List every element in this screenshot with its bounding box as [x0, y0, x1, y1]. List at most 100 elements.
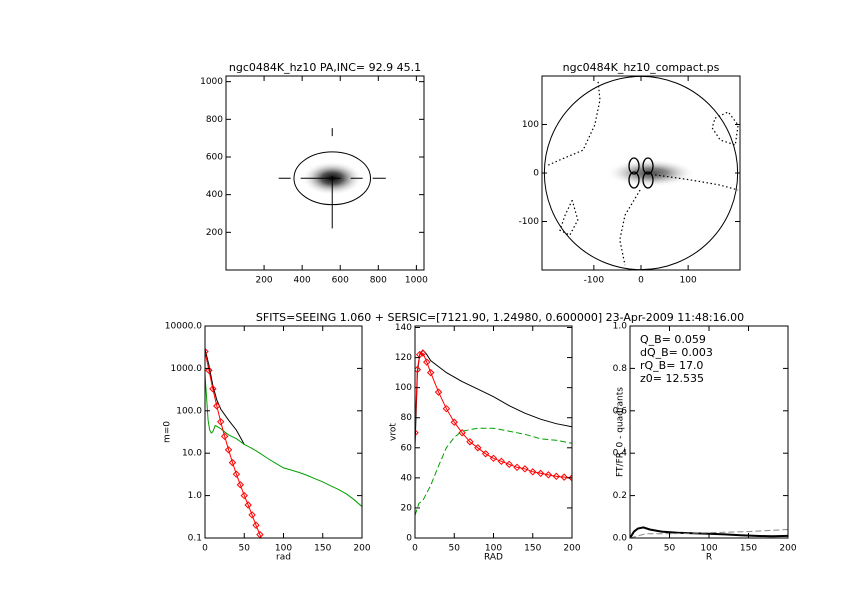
x-tick-label: 200 — [255, 276, 272, 286]
marker — [220, 432, 229, 441]
marker — [481, 450, 490, 458]
x-tick-label: 0 — [202, 544, 208, 554]
x-tick-label: 600 — [332, 276, 349, 286]
y-tick-label: 0.6 — [613, 406, 628, 416]
x-tick-label: 800 — [370, 276, 387, 286]
marker — [205, 347, 209, 356]
y-tick-label: 40 — [401, 473, 413, 483]
y-tick-label: 200 — [206, 228, 223, 238]
y-tick-label: 0.8 — [613, 364, 628, 374]
marker — [497, 457, 506, 466]
marker — [544, 471, 553, 479]
y-tick-label: 1000.0 — [171, 364, 203, 374]
marker — [474, 444, 482, 452]
marker — [458, 429, 466, 437]
marker — [560, 473, 568, 481]
marker — [568, 474, 572, 482]
x-tick-label: 150 — [524, 544, 541, 554]
marker — [434, 388, 443, 396]
marker — [423, 358, 431, 366]
x-tick-label: 0 — [627, 544, 633, 554]
y-tick-label: 100 — [395, 383, 412, 393]
y-tick-label: 1.0 — [613, 322, 628, 332]
y-tick-label: 140 — [395, 323, 412, 333]
plot-area — [278, 128, 386, 229]
x-tick-label: 400 — [294, 276, 311, 286]
y-tick-label: -100 — [519, 217, 540, 227]
y-tick-label: 600 — [206, 152, 223, 162]
marker — [213, 402, 221, 410]
plot-area — [415, 349, 572, 516]
chart-title: ngc0484K_hz10 PA,INC= 92.9 45.1 — [229, 61, 421, 74]
marker — [224, 446, 233, 454]
lobe — [642, 157, 654, 175]
marker — [505, 460, 513, 469]
panel: ngc0484K_hz10_compact.ps -100 0 100 -100 0 100 — [519, 61, 741, 286]
x-tick-label: 100 — [680, 276, 697, 286]
y-tick-label: 80 — [401, 413, 413, 423]
marker — [252, 521, 260, 529]
annotation: z0= 12.535 — [640, 372, 704, 385]
y-tick-label: 0.0 — [613, 534, 628, 544]
y-tick-label: 10000.0 — [165, 322, 202, 332]
marker — [536, 469, 545, 478]
series-line — [559, 199, 579, 236]
marker — [489, 454, 498, 463]
series-line — [415, 427, 572, 516]
marker — [419, 349, 427, 357]
y-tick-label: 0 — [406, 534, 412, 544]
annotation: rQ_B= 17.0 — [640, 359, 703, 372]
y-tick-label: 100.0 — [176, 406, 202, 416]
x-axis-label: RAD — [484, 553, 503, 563]
y-tick-label: 1.0 — [188, 491, 203, 501]
lobe — [642, 171, 654, 189]
marker — [248, 511, 256, 519]
marker — [466, 438, 474, 446]
series-line — [630, 529, 788, 538]
x-tick-label: 100 — [700, 544, 717, 554]
x-tick-label: -100 — [584, 276, 605, 286]
series-line — [205, 349, 245, 445]
field-circle — [543, 75, 739, 271]
series-line — [205, 374, 362, 507]
y-tick-label: 0.2 — [613, 491, 627, 501]
plot-area — [630, 526, 788, 538]
y-tick-label: 0.1 — [188, 534, 202, 544]
marker — [205, 366, 213, 375]
marker — [552, 472, 561, 481]
x-tick-label: 100 — [275, 544, 292, 554]
lobe — [628, 157, 640, 175]
axes-box — [204, 325, 363, 539]
panel: 0 50 100 150 200 10000.0 1000.0 100.0 10.0 1.0 0.1… — [163, 322, 371, 563]
axes-box — [414, 325, 573, 539]
series-line — [205, 351, 262, 538]
y-tick-label: 100 — [522, 120, 539, 130]
y-axis-label: FT/FR_0 - quadrants — [616, 387, 626, 477]
series-line — [619, 189, 641, 266]
y-axis-label: vrot — [389, 423, 399, 441]
y-tick-label: 1000 — [200, 77, 223, 87]
lobe — [628, 171, 640, 189]
plot-area — [205, 347, 362, 538]
y-tick-label: 20 — [401, 503, 413, 513]
x-tick-label: 50 — [664, 544, 676, 554]
y-tick-label: 60 — [401, 443, 413, 453]
marker — [209, 385, 217, 393]
marker — [216, 418, 225, 426]
y-tick-label: 400 — [206, 190, 223, 200]
panel: ngc0484K_hz10 PA,INC= 92.9 45.1 200 400 600… — [200, 61, 428, 286]
marker — [442, 404, 451, 413]
series-line — [711, 111, 739, 146]
marker — [244, 501, 252, 509]
x-tick-label: 50 — [239, 544, 251, 554]
x-tick-label: 150 — [740, 544, 757, 554]
annotation: Q_B= 0.059 — [640, 333, 706, 346]
x-axis-label: rad — [276, 553, 291, 563]
x-tick-label: 0 — [638, 276, 644, 286]
x-tick-label: 200 — [353, 544, 370, 554]
axes-box — [225, 75, 425, 271]
x-tick-label: 100 — [485, 544, 502, 554]
x-axis-label: R — [706, 553, 712, 563]
annotation: dQ_B= 0.003 — [640, 346, 713, 359]
